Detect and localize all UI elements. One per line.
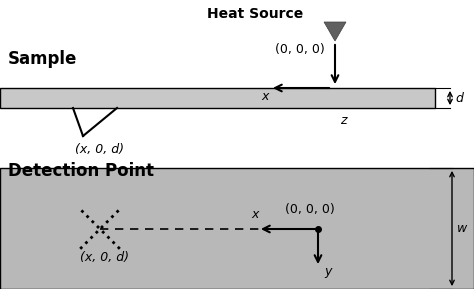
Text: x: x <box>261 90 269 103</box>
Text: x: x <box>251 208 259 221</box>
Bar <box>0 88 435 108</box>
Text: Heat Source: Heat Source <box>207 7 303 21</box>
Text: (x, 0, d): (x, 0, d) <box>81 251 129 264</box>
Text: d: d <box>455 92 463 105</box>
Text: Sample: Sample <box>8 50 77 68</box>
Polygon shape <box>324 22 346 41</box>
Text: (x, 0, d): (x, 0, d) <box>75 144 125 157</box>
Text: Detection Point: Detection Point <box>8 162 154 180</box>
Text: (0, 0, 0): (0, 0, 0) <box>285 203 335 216</box>
Text: z: z <box>340 114 346 127</box>
Text: y: y <box>324 264 331 277</box>
Text: w: w <box>457 222 467 235</box>
Text: (0, 0, 0): (0, 0, 0) <box>275 42 325 55</box>
Bar <box>0 168 474 289</box>
